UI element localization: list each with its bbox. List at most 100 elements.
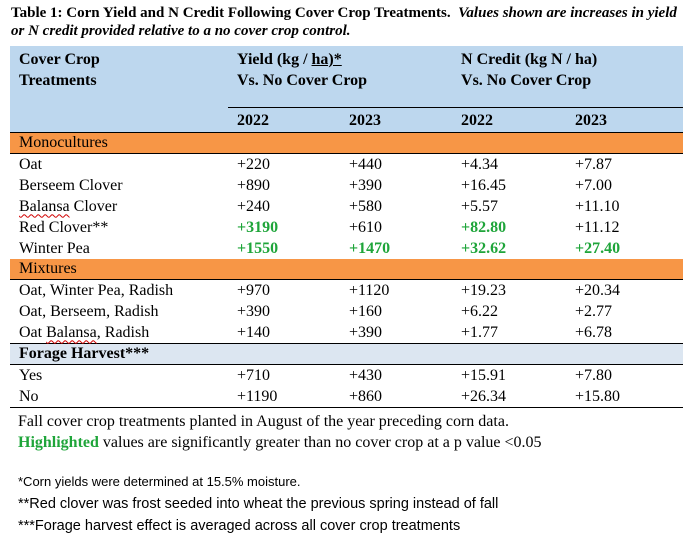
row-name: Red Clover** bbox=[19, 218, 109, 236]
table-row: Berseem Clover +890 +390 +16.45 +7.00 bbox=[10, 175, 683, 196]
section-label: Monocultures bbox=[10, 132, 684, 154]
header-treatments-line1: Cover Crop bbox=[19, 51, 100, 68]
table-caption: Table 1: Corn Yield and N Credit Followi… bbox=[11, 4, 681, 40]
row-name-part: Oat bbox=[19, 323, 47, 341]
section-label: Mixtures bbox=[10, 259, 684, 280]
cell: +11.10 bbox=[575, 197, 620, 215]
cell: +7.87 bbox=[575, 155, 613, 173]
footnote-forage: ***Forage harvest effect is averaged acr… bbox=[18, 518, 461, 534]
cell: +390 bbox=[237, 302, 271, 320]
row-name: Oat bbox=[19, 155, 43, 173]
section-forage-harvest: Forage Harvest*** bbox=[10, 343, 684, 365]
header-yield: Yield (kg / ha)* Vs. No Cover Crop bbox=[228, 46, 453, 108]
cell: +6.78 bbox=[575, 323, 613, 341]
year-n-2023: 2023 bbox=[566, 107, 684, 133]
footnote-moisture: *Corn yields were determined at 15.5% mo… bbox=[18, 474, 301, 489]
cell: +15.80 bbox=[566, 386, 684, 408]
table-notes: Fall cover crop treatments planted in Au… bbox=[18, 411, 678, 453]
table-row: Oat, Winter Pea, Radish +970 +1120 +19.2… bbox=[10, 280, 683, 302]
cell-significant: +82.80 bbox=[461, 218, 507, 236]
cell: +430 bbox=[349, 366, 383, 384]
section-monocultures: Monocultures bbox=[10, 132, 684, 154]
cell: +240 bbox=[237, 197, 271, 215]
row-name: Oat, Winter Pea, Radish bbox=[19, 281, 174, 299]
section-mixtures: Mixtures bbox=[10, 259, 684, 280]
row-name: Berseem Clover bbox=[19, 176, 123, 194]
cell: +440 bbox=[349, 155, 383, 173]
cell: +4.34 bbox=[461, 155, 499, 173]
table-row: Oat, Berseem, Radish +390 +160 +6.22 +2.… bbox=[10, 301, 683, 322]
cell: +890 bbox=[237, 176, 271, 194]
cell: +1.77 bbox=[461, 323, 499, 341]
cell-significant: +1550 bbox=[237, 239, 279, 257]
row-name: Winter Pea bbox=[19, 239, 90, 257]
cell: +19.23 bbox=[461, 281, 507, 299]
cell: +710 bbox=[237, 366, 271, 384]
year-row: 2022 2023 2022 2023 bbox=[10, 107, 684, 133]
table-row: Oat +220 +440 +4.34 +7.87 bbox=[10, 154, 683, 176]
table-row: Red Clover** +3190 +610 +82.80 +11.12 bbox=[10, 217, 683, 238]
header-treatments: Cover Crop Treatments bbox=[10, 46, 228, 108]
row-name: Oat, Berseem, Radish bbox=[19, 302, 159, 320]
header-ncredit-line1: N Credit (kg N / ha) bbox=[461, 51, 598, 68]
cell: +140 bbox=[237, 323, 271, 341]
cell-significant: +3190 bbox=[237, 218, 279, 236]
cell: +5.57 bbox=[461, 197, 499, 215]
cell: +860 bbox=[340, 386, 453, 408]
row-name-part: Balansa bbox=[46, 323, 97, 341]
cell: +16.45 bbox=[461, 176, 507, 194]
year-yield-2022: 2022 bbox=[228, 107, 340, 133]
table-row: Yes +710 +430 +15.91 +7.80 bbox=[10, 365, 683, 387]
cell: +11.12 bbox=[575, 218, 620, 236]
cell: +970 bbox=[237, 281, 271, 299]
header-row: Cover Crop Treatments Yield (kg / ha)* V… bbox=[10, 46, 684, 108]
row-name: Oat Balansa, Radish bbox=[10, 322, 228, 344]
row-name: No bbox=[10, 386, 228, 408]
caption-title: Table 1: Corn Yield and N Credit Followi… bbox=[11, 5, 451, 21]
header-yield-line2: Vs. No Cover Crop bbox=[237, 72, 368, 89]
row-name-part: Balansa bbox=[19, 197, 70, 215]
header-yield-unit: ha)* bbox=[311, 51, 342, 68]
cell: +390 bbox=[349, 176, 383, 194]
cell: +220 bbox=[237, 155, 271, 173]
highlight-word: Highlighted bbox=[18, 434, 99, 451]
cell: +26.34 bbox=[452, 386, 567, 408]
header-ncredit: N Credit (kg N / ha) Vs. No Cover Crop bbox=[452, 46, 684, 108]
cell: +20.34 bbox=[575, 281, 621, 299]
year-yield-2023: 2023 bbox=[340, 107, 453, 133]
cell: +7.00 bbox=[575, 176, 613, 194]
cell: +7.80 bbox=[575, 366, 613, 384]
cell: +1120 bbox=[349, 281, 390, 299]
cell: +1190 bbox=[228, 386, 340, 408]
footnotes: *Corn yields were determined at 15.5% mo… bbox=[18, 471, 678, 537]
cell-significant: +32.62 bbox=[461, 239, 507, 257]
header-yield-line1: Yield (kg / ha)* bbox=[237, 49, 452, 70]
highlight-note: Highlighted values are significantly gre… bbox=[18, 432, 678, 453]
planting-note: Fall cover crop treatments planted in Au… bbox=[18, 413, 509, 430]
cell-significant: +27.40 bbox=[575, 239, 621, 257]
header-ncredit-line2: Vs. No Cover Crop bbox=[461, 72, 592, 89]
cell: +6.22 bbox=[461, 302, 499, 320]
row-name: Balansa Clover bbox=[10, 196, 228, 217]
cell: +610 bbox=[349, 218, 383, 236]
row-name: Yes bbox=[19, 366, 43, 384]
cell: +160 bbox=[349, 302, 383, 320]
highlight-rest: values are significantly greater than no… bbox=[98, 434, 542, 451]
row-name-part: , Radish bbox=[96, 323, 150, 341]
table-row: Balansa Clover +240 +580 +5.57 +11.10 bbox=[10, 196, 683, 217]
table-row: Winter Pea +1550 +1470 +32.62 +27.40 bbox=[10, 238, 683, 259]
row-name-part: Clover bbox=[69, 197, 118, 215]
header-yield-pre: Yield (kg / bbox=[237, 51, 312, 68]
cell: +580 bbox=[349, 197, 383, 215]
section-label: Forage Harvest*** bbox=[10, 343, 684, 365]
cell: +15.91 bbox=[461, 366, 507, 384]
cell-significant: +1470 bbox=[349, 239, 391, 257]
results-table: Cover Crop Treatments Yield (kg / ha)* V… bbox=[10, 46, 684, 408]
year-n-2022: 2022 bbox=[452, 107, 567, 133]
header-treatments-line2: Treatments bbox=[19, 72, 97, 89]
caption-subtitle: Values shown are increases in yield or N… bbox=[11, 5, 677, 39]
footnote-red-clover: **Red clover was frost seeded into wheat… bbox=[18, 496, 499, 512]
cell: +2.77 bbox=[575, 302, 613, 320]
year-blank bbox=[10, 107, 228, 133]
table-row: No +1190 +860 +26.34 +15.80 bbox=[10, 386, 684, 408]
